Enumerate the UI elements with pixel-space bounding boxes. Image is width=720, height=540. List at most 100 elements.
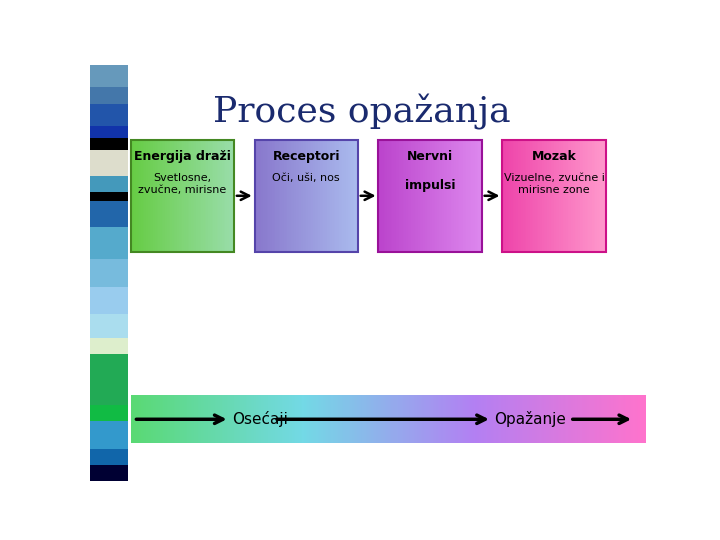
Bar xyxy=(176,395,178,443)
Bar xyxy=(266,140,269,252)
Bar xyxy=(282,395,284,443)
Bar xyxy=(505,395,507,443)
Bar xyxy=(351,140,354,252)
Bar xyxy=(477,395,480,443)
Bar xyxy=(475,395,477,443)
Bar xyxy=(271,395,274,443)
Bar xyxy=(90,449,128,465)
Bar xyxy=(151,140,153,252)
Bar xyxy=(498,395,500,443)
Bar xyxy=(270,140,272,252)
Bar xyxy=(356,140,359,252)
Bar xyxy=(323,395,325,443)
Bar xyxy=(568,395,570,443)
Bar xyxy=(212,140,214,252)
Bar xyxy=(558,395,560,443)
Bar xyxy=(317,140,319,252)
Bar xyxy=(90,465,128,481)
Bar xyxy=(189,395,192,443)
Bar xyxy=(412,395,414,443)
Bar xyxy=(162,140,164,252)
Bar xyxy=(389,140,391,252)
Bar xyxy=(470,395,472,443)
Bar xyxy=(90,421,128,449)
Bar xyxy=(503,140,606,252)
Bar xyxy=(580,140,582,252)
Bar xyxy=(336,395,339,443)
Bar xyxy=(184,395,186,443)
Bar xyxy=(346,140,348,252)
Bar xyxy=(167,140,169,252)
Bar xyxy=(299,395,301,443)
Bar xyxy=(436,395,438,443)
Bar xyxy=(277,140,279,252)
Bar xyxy=(312,395,315,443)
Bar xyxy=(416,140,418,252)
Bar xyxy=(227,395,229,443)
Bar xyxy=(182,395,184,443)
Bar xyxy=(392,395,394,443)
Bar xyxy=(90,314,128,338)
Bar xyxy=(320,140,323,252)
Bar xyxy=(477,140,479,252)
Bar xyxy=(396,140,398,252)
Bar xyxy=(527,395,529,443)
Bar xyxy=(177,140,179,252)
Bar xyxy=(577,395,579,443)
Bar xyxy=(292,395,294,443)
Bar xyxy=(297,140,300,252)
Bar xyxy=(295,395,297,443)
Bar xyxy=(143,395,145,443)
Bar xyxy=(227,140,230,252)
Bar xyxy=(381,395,383,443)
Bar xyxy=(472,395,474,443)
Bar xyxy=(289,395,291,443)
Bar xyxy=(90,138,128,150)
Bar xyxy=(151,395,153,443)
Bar xyxy=(536,395,538,443)
Bar xyxy=(244,395,246,443)
Bar xyxy=(642,395,644,443)
Bar xyxy=(374,395,377,443)
Bar xyxy=(616,395,618,443)
Bar xyxy=(593,140,596,252)
Bar xyxy=(307,395,310,443)
Bar xyxy=(384,395,387,443)
Bar xyxy=(153,140,156,252)
Bar xyxy=(269,140,271,252)
Bar xyxy=(256,140,258,252)
Bar xyxy=(604,395,606,443)
Text: Vizuelne, zvučne i
mirisne zone: Vizuelne, zvučne i mirisne zone xyxy=(503,173,604,194)
Bar xyxy=(520,140,522,252)
Bar xyxy=(486,395,488,443)
Bar xyxy=(518,140,520,252)
Bar xyxy=(313,140,315,252)
Bar xyxy=(335,395,337,443)
Bar xyxy=(310,140,312,252)
Bar xyxy=(474,140,477,252)
Bar xyxy=(402,140,405,252)
Bar xyxy=(90,259,128,287)
Bar xyxy=(614,395,616,443)
Bar xyxy=(411,140,413,252)
Bar xyxy=(537,140,539,252)
Bar xyxy=(379,140,482,252)
Bar xyxy=(556,395,558,443)
Text: Mozak: Mozak xyxy=(531,150,577,163)
Bar xyxy=(428,395,430,443)
Bar xyxy=(90,201,128,227)
Bar xyxy=(539,140,541,252)
Bar xyxy=(469,395,471,443)
Bar xyxy=(469,140,472,252)
Bar xyxy=(590,140,593,252)
Bar xyxy=(401,140,403,252)
Bar xyxy=(212,395,214,443)
Bar xyxy=(90,354,128,406)
Bar xyxy=(364,395,366,443)
Bar xyxy=(544,140,546,252)
Bar xyxy=(225,140,228,252)
Bar xyxy=(379,140,381,252)
Bar xyxy=(286,140,288,252)
Bar xyxy=(479,395,481,443)
Bar xyxy=(640,395,642,443)
